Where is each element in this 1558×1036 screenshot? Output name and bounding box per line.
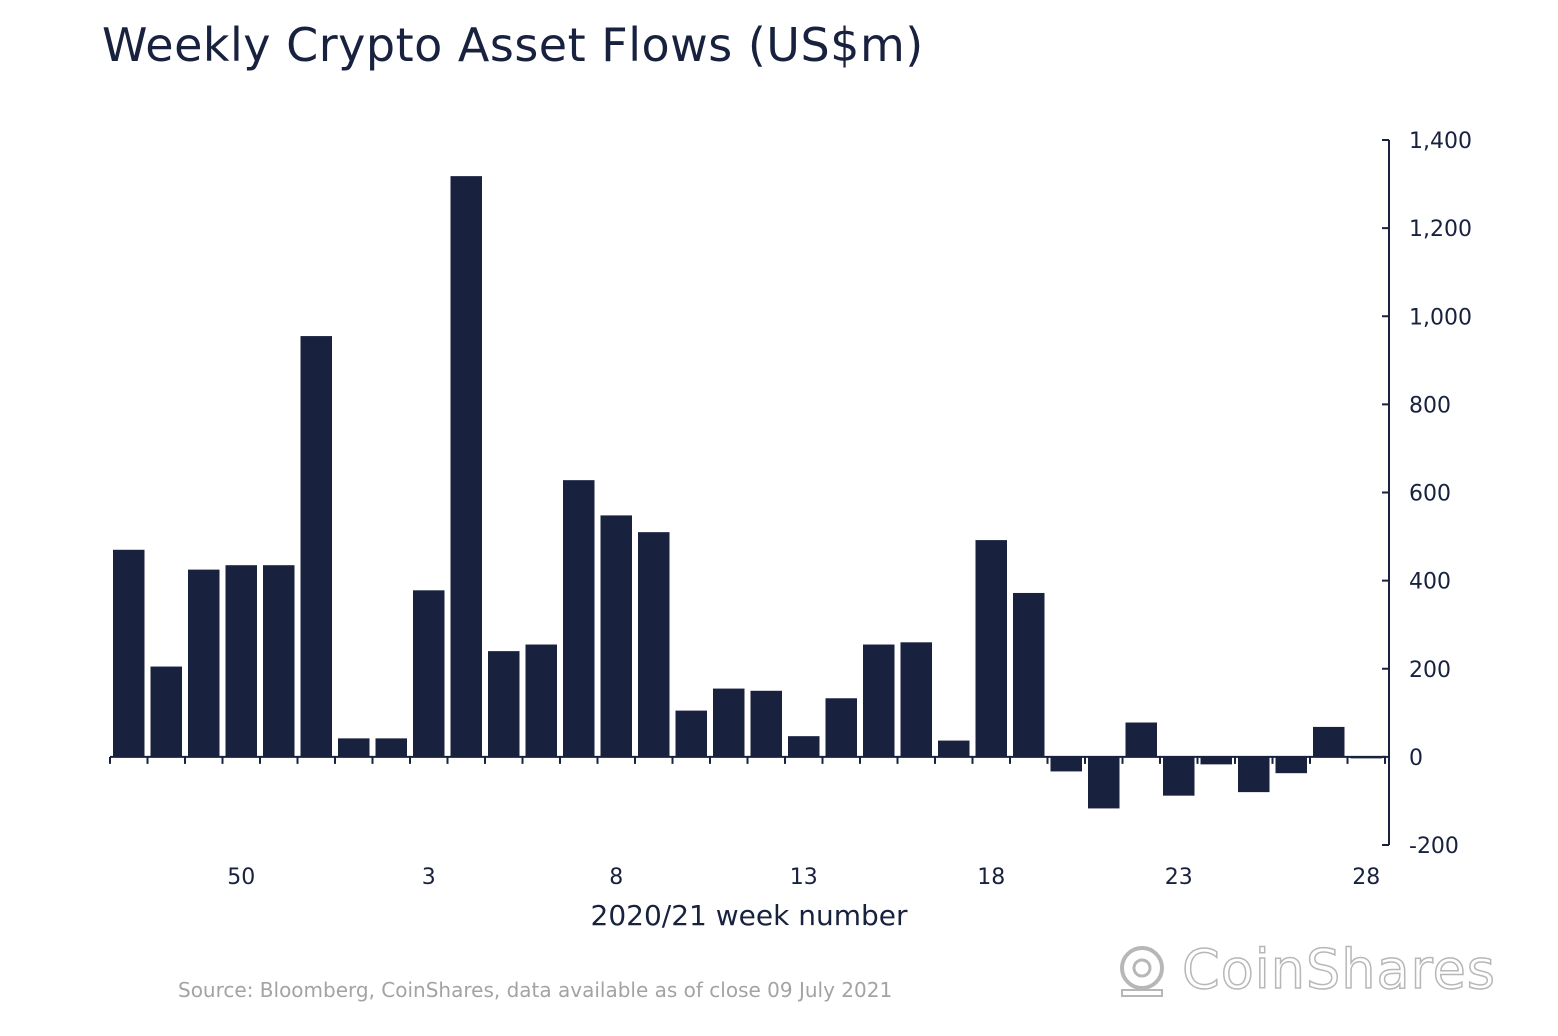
- bar-9: [450, 176, 482, 757]
- bar-5: [300, 336, 332, 757]
- y-tick-label: -200: [1409, 834, 1459, 859]
- bar-0: [113, 549, 145, 757]
- y-tick-label: 1,200: [1409, 217, 1472, 242]
- bar-26: [1088, 756, 1120, 809]
- x-tick-label: 23: [1165, 865, 1193, 890]
- bars-group: [113, 176, 1382, 809]
- bar-2: [188, 569, 220, 757]
- coinshares-logo: CoinShares: [1116, 937, 1496, 1008]
- coinshares-logo-icon: [1120, 946, 1164, 997]
- chart-title: Weekly Crypto Asset Flows (US$m): [102, 18, 924, 72]
- bar-31: [1275, 756, 1307, 774]
- bar-12: [563, 480, 595, 757]
- logo-wordmark: CoinShares: [1181, 937, 1496, 1002]
- bar-14: [638, 532, 670, 757]
- bar-13: [600, 515, 632, 757]
- bar-16: [713, 688, 745, 757]
- y-tick-label: 400: [1409, 570, 1451, 595]
- x-tick-label: 50: [227, 865, 255, 890]
- bar-17: [750, 690, 782, 757]
- bar-32: [1313, 726, 1345, 757]
- x-tick-label: 8: [609, 865, 623, 890]
- source-note: Source: Bloomberg, CoinShares, data avai…: [178, 978, 893, 1002]
- bar-27: [1125, 722, 1157, 757]
- bar-3: [225, 565, 257, 757]
- bar-10: [488, 651, 520, 757]
- y-tick-label: 200: [1409, 658, 1451, 683]
- bar-25: [1050, 756, 1082, 772]
- x-tick-label: 18: [977, 865, 1005, 890]
- bar-20: [863, 644, 895, 757]
- bar-28: [1163, 756, 1195, 796]
- bar-18: [788, 736, 820, 757]
- bar-11: [525, 644, 557, 757]
- bar-23: [975, 540, 1007, 757]
- bar-29: [1200, 756, 1232, 765]
- x-axis-title: 2020/21 week number: [591, 899, 908, 932]
- bar-1: [150, 666, 182, 757]
- bar-30: [1238, 756, 1270, 793]
- x-tick-label: 13: [790, 865, 818, 890]
- y-tick-label: 1,400: [1409, 129, 1472, 154]
- bar-19: [825, 698, 857, 757]
- bar-7: [375, 738, 407, 757]
- bar-8: [413, 590, 445, 757]
- y-tick-label: 1,000: [1409, 305, 1472, 330]
- x-tick-label: 3: [422, 865, 436, 890]
- x-tick-label: 28: [1352, 865, 1380, 890]
- bar-22: [938, 740, 970, 757]
- y-tick-label: 0: [1409, 746, 1423, 771]
- bar-24: [1013, 592, 1045, 757]
- y-tick-label: 800: [1409, 393, 1451, 418]
- bar-4: [263, 565, 295, 757]
- x-axis: 50 3 8 13 18 23 28: [109, 755, 1386, 890]
- bar-21: [900, 642, 932, 757]
- y-tick-label: 600: [1409, 482, 1451, 507]
- y-axis: -200 0 200 400 600 800 1,000 1,200 1,400: [1382, 129, 1472, 859]
- bar-6: [338, 738, 370, 757]
- bar-15: [675, 710, 707, 757]
